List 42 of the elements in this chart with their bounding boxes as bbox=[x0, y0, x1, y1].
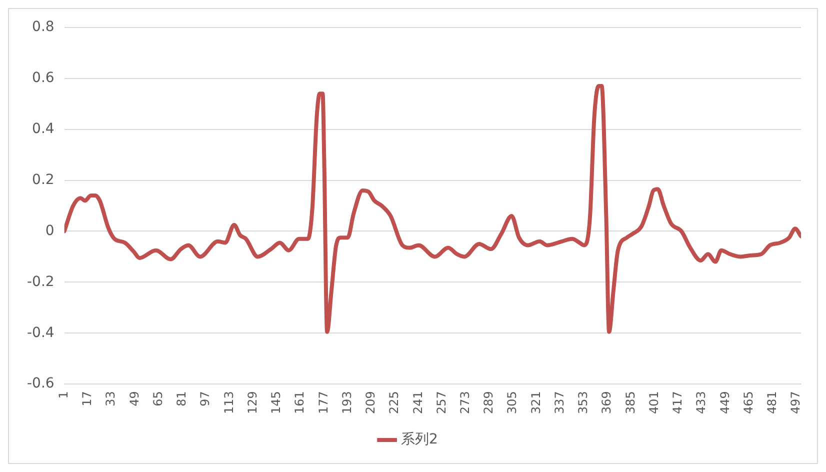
x-tick-label: 113 bbox=[222, 391, 236, 414]
x-tick-label: 241 bbox=[410, 391, 425, 414]
x-tick-label: 209 bbox=[364, 391, 378, 414]
legend-label: 系列2 bbox=[401, 432, 438, 448]
x-tick-label: 337 bbox=[552, 391, 566, 414]
x-tick-label: 353 bbox=[576, 391, 590, 414]
x-tick-label: 433 bbox=[694, 391, 708, 414]
x-tick-label: 321 bbox=[528, 391, 543, 414]
x-tick-label: 385 bbox=[623, 391, 638, 414]
x-tick-label: 225 bbox=[387, 391, 402, 414]
y-tick-label: -0.4 bbox=[26, 324, 54, 341]
x-tick-label: 193 bbox=[340, 391, 354, 414]
x-tick-label: 401 bbox=[646, 391, 661, 414]
x-tick-label: 465 bbox=[741, 391, 756, 414]
y-tick-label: -0.2 bbox=[26, 274, 54, 290]
x-tick-label: 65 bbox=[150, 391, 165, 406]
y-tick-label: 0.8 bbox=[32, 19, 54, 36]
x-tick-label: 177 bbox=[316, 391, 330, 414]
x-tick-label: 305 bbox=[505, 391, 520, 414]
line-series bbox=[64, 84, 801, 334]
x-tick-label: 97 bbox=[198, 391, 212, 406]
x-tick-label: 257 bbox=[434, 391, 448, 414]
x-tick-label: 273 bbox=[458, 391, 472, 414]
x-tick-label: 33 bbox=[104, 391, 118, 406]
x-tick-label: 145 bbox=[269, 391, 284, 414]
x-tick-label: 369 bbox=[600, 391, 614, 414]
y-tick-label: 0 bbox=[45, 222, 54, 239]
x-tick-label: 49 bbox=[127, 391, 142, 406]
x-tick-label: 1 bbox=[56, 391, 70, 399]
x-tick-label: 289 bbox=[482, 391, 496, 414]
x-tick-label: 81 bbox=[174, 391, 189, 406]
x-tick-label: 417 bbox=[670, 391, 685, 414]
x-tick-label: 481 bbox=[765, 391, 780, 414]
y-tick-label: -0.6 bbox=[26, 376, 54, 392]
x-tick-label: 161 bbox=[292, 391, 307, 414]
x-tick-label: 17 bbox=[80, 391, 94, 406]
x-tick-label: 129 bbox=[245, 391, 260, 414]
y-tick-label: 0.2 bbox=[32, 172, 54, 188]
y-tick-label: 0.6 bbox=[32, 70, 54, 86]
y-tick-label: 0.4 bbox=[32, 120, 54, 137]
x-tick-label: 449 bbox=[718, 391, 732, 414]
x-tick-label: 497 bbox=[788, 391, 803, 414]
